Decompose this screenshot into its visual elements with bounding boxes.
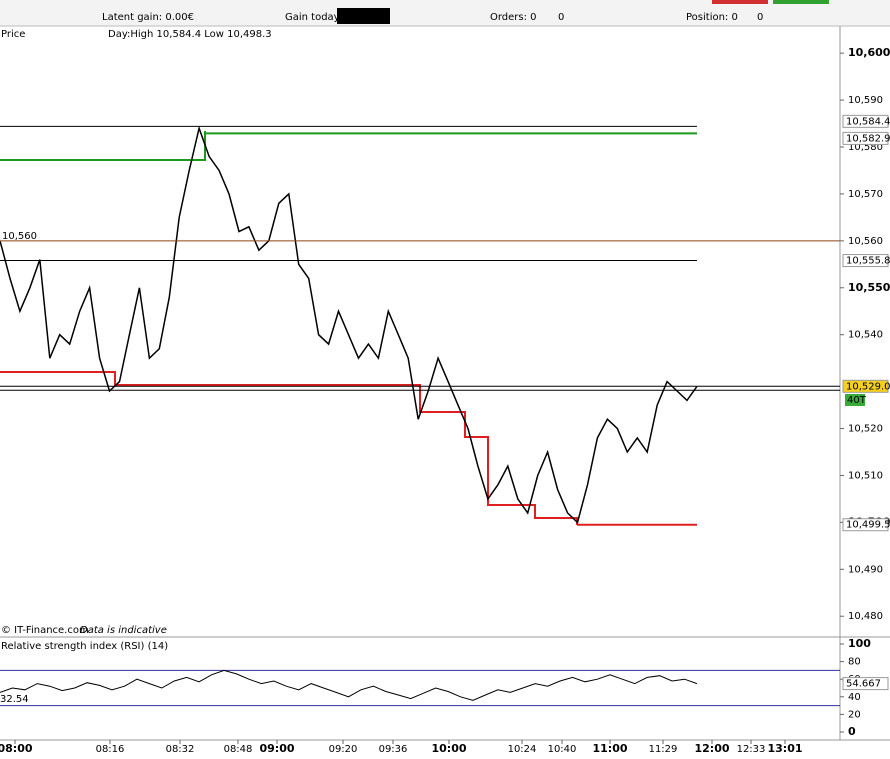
- rsi-last-label: 54.667: [846, 679, 881, 690]
- x-tick-label: 08:32: [166, 744, 195, 755]
- rsi-title: Relative strength index (RSI) (14): [1, 641, 168, 652]
- x-tick-label: 11:00: [592, 742, 627, 755]
- gain-today: Gain today:: [285, 12, 342, 23]
- y-tick-label: 100: [848, 637, 871, 650]
- day-range: Day:High 10,584.4 Low 10,498.3: [108, 29, 272, 40]
- price-badge-label: 10,555.8: [846, 256, 890, 267]
- rsi-badge-bg: [842, 677, 889, 691]
- price-badge-label: 10,584.4: [846, 116, 890, 127]
- x-tick-label: 08:00: [0, 742, 33, 755]
- x-tick-label: 12:00: [694, 742, 729, 755]
- footer: © IT-Finance.com: [1, 625, 89, 636]
- footer-note: Data is indicative: [80, 625, 167, 636]
- buy-button[interactable]: [773, 0, 829, 4]
- y-tick-label: 80: [848, 657, 861, 668]
- y-tick-label: 10,570: [848, 189, 883, 200]
- volume-badge: 40T: [847, 395, 867, 406]
- price-line: [0, 669, 698, 701]
- price-badge-label: 10,499.5: [846, 520, 890, 531]
- y-tick-label: 40: [848, 692, 861, 703]
- x-tick-label: 09:36: [379, 744, 408, 755]
- x-tick-label: 10:24: [508, 744, 537, 755]
- trailing-stop: [0, 131, 206, 161]
- sell-button[interactable]: [712, 0, 768, 4]
- price-badge: [842, 379, 889, 393]
- gain-hidden: [337, 8, 390, 24]
- price-badge: [842, 131, 889, 145]
- x-tick-label: 10:40: [548, 744, 577, 755]
- x-tick-label: 11:29: [649, 744, 678, 755]
- x-tick-label: 09:20: [329, 744, 358, 755]
- orders: Orders: 0: [490, 12, 537, 23]
- position: Position: 0: [686, 12, 738, 23]
- y-tick-label: 10,550: [848, 281, 890, 294]
- level-left-label: 10,560: [2, 231, 37, 242]
- y-tick-label: 10,520: [848, 424, 883, 435]
- x-tick-label: 13:01: [767, 742, 802, 755]
- rsi-left-label: 32.54: [0, 694, 29, 705]
- y-tick-label: 10,490: [848, 564, 883, 575]
- panel-title: Price: [1, 29, 25, 40]
- price-badge: [842, 518, 889, 532]
- position-count: 0: [757, 12, 763, 23]
- price-badge: [842, 114, 889, 128]
- x-tick-label: 08:48: [224, 744, 253, 755]
- price-badge: [842, 254, 889, 268]
- toolbar-bg: [0, 0, 890, 26]
- price-badge-label: 10,529.0: [846, 381, 890, 392]
- y-tick-label: 10,510: [848, 470, 883, 481]
- volume-badge-bg: [845, 394, 865, 406]
- y-tick-label: 20: [848, 709, 861, 720]
- x-tick-label: 09:00: [259, 742, 294, 755]
- x-tick-label: 10:00: [431, 742, 466, 755]
- y-tick-label: 10,590: [848, 95, 883, 106]
- y-tick-label: 10,560: [848, 236, 883, 247]
- x-tick-label: 08:16: [96, 744, 125, 755]
- y-tick-label: 10,580: [848, 142, 883, 153]
- price-line: [0, 125, 698, 524]
- y-tick-label: 0: [848, 725, 856, 738]
- orders-count: 0: [558, 12, 564, 23]
- x-tick-label: 12:33: [737, 744, 766, 755]
- price-badge-label: 10,582.9: [846, 133, 890, 144]
- y-tick-label: 10,540: [848, 330, 883, 341]
- y-tick-label: 10,600: [848, 46, 890, 59]
- stop-steps: [0, 371, 578, 525]
- y-tick-label: 10,480: [848, 611, 883, 622]
- latent-gain: Latent gain: 0.00€: [102, 12, 194, 23]
